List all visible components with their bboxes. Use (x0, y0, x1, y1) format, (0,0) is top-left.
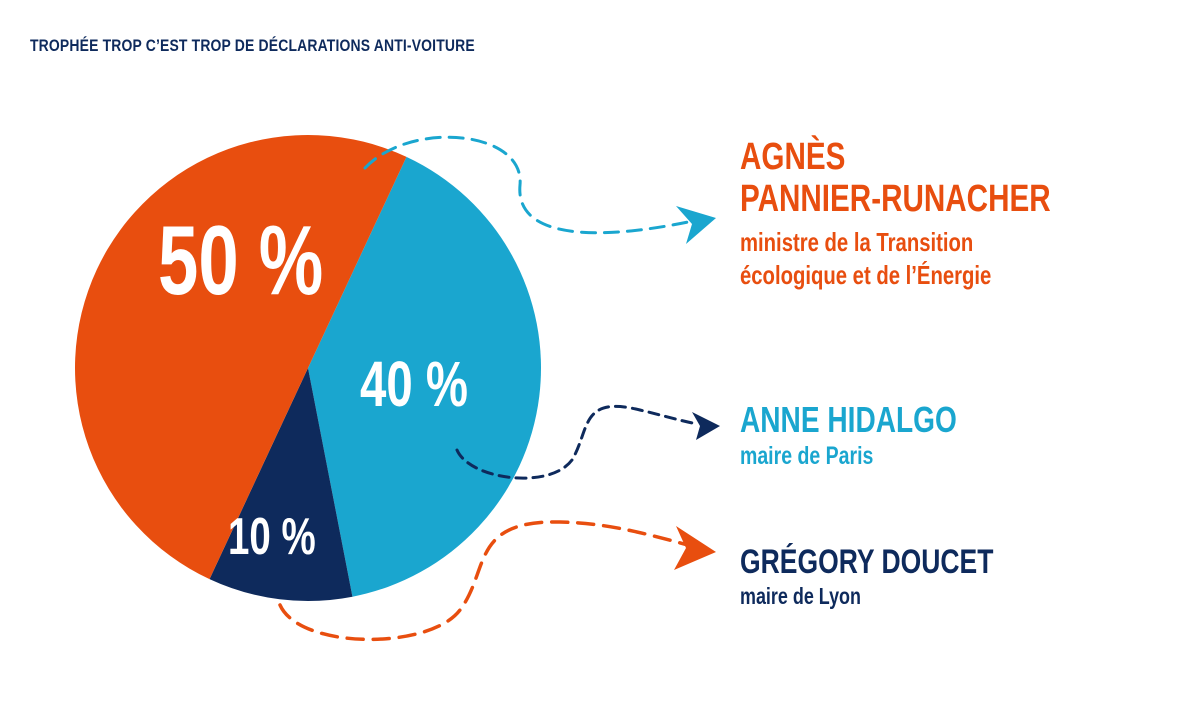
legend-role-line: écologique et de l’Énergie (740, 260, 992, 290)
page-title: TROPHÉE TROP C’EST TROP DE DÉCLARATIONS … (30, 36, 475, 55)
legend-name-line: ANNE HIDALGO (740, 399, 957, 440)
legend-entry-agnes: AGNÈS PANNIER-RUNACHER ministre de la Tr… (740, 136, 1138, 292)
pie-slice-gregory (209, 368, 353, 601)
legend-name-line: GRÉGORY DOUCET (740, 543, 994, 581)
legend-name-line: PANNIER-RUNACHER (740, 178, 1051, 220)
legend-role-line: ministre de la Transition (740, 227, 974, 257)
arrowhead-agnes (676, 206, 716, 244)
connector-arrow-gregory (278, 520, 690, 642)
legend-role-line: maire de Lyon (740, 583, 861, 609)
arrowhead-gregory (674, 526, 716, 570)
slice-label-gregory: 10 % (228, 507, 316, 565)
legend-role-line: maire de Paris (740, 442, 874, 470)
arrowhead-anne (692, 412, 720, 440)
connector-arrow-anne (455, 404, 700, 480)
legend-name-line: AGNÈS (740, 136, 846, 178)
legend-entry-anne: ANNE HIDALGO maire de Paris (740, 400, 1018, 473)
connector-arrow-agnes (363, 135, 690, 235)
slice-label-agnes: 50 % (158, 206, 323, 315)
pie-slice-anne (308, 156, 541, 597)
slice-label-anne: 40 % (360, 348, 468, 420)
pie-slice-agnes (75, 135, 407, 580)
legend-entry-gregory: GRÉGORY DOUCET maire de Lyon (740, 543, 1065, 611)
